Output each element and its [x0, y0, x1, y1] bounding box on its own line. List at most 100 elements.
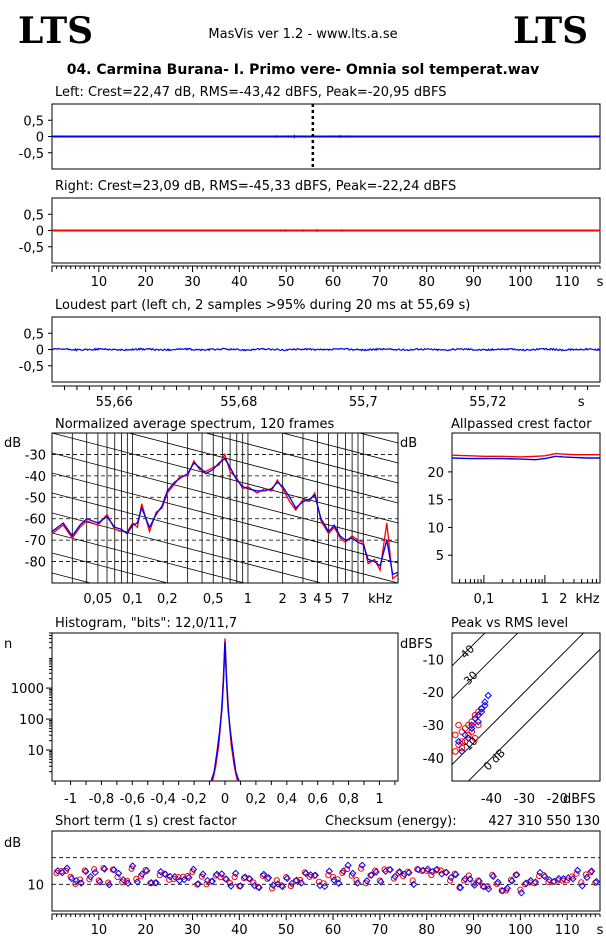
short-term-right-point: [465, 872, 472, 879]
short-term-left-point: [423, 865, 432, 873]
short-term-left-point: [157, 868, 165, 876]
short-term-left-point: [283, 874, 291, 883]
short-term-crest-title: Short term (1 s) crest factor: [55, 814, 237, 829]
short-term-right-point: [203, 881, 210, 888]
histogram-xtick-label: 0,6: [307, 792, 328, 807]
short-term-right-point: [362, 880, 369, 887]
spectrum-xtick-label: 7: [341, 592, 349, 607]
right-waveform-title: Right: Crest=23,09 dB, RMS=-45,33 dBFS, …: [55, 179, 456, 194]
peak-rms-right-point: [465, 721, 472, 729]
spectrum-xtick-label: 5: [324, 592, 332, 607]
spectrum-slope-line: [52, 552, 169, 583]
short-term-left-point: [208, 877, 216, 885]
short-term-xtick-label: 10: [91, 923, 108, 938]
peak-rms-left-point: [468, 724, 476, 733]
histogram-xtick-label: 0,2: [246, 792, 267, 807]
peak-rms-right-point: [455, 741, 462, 749]
short-term-left-point: [363, 877, 371, 885]
short-term-left-point: [503, 884, 512, 892]
short-term-left-point: [480, 883, 488, 891]
peak-rms-right-point: [458, 744, 466, 752]
short-term-left-point: [494, 878, 502, 886]
short-term-right-point: [409, 877, 416, 884]
short-term-right-point: [447, 877, 454, 884]
short-term-left-point: [316, 881, 324, 890]
short-term-left-point: [302, 869, 310, 878]
short-term-left-point: [405, 869, 413, 877]
histogram-xtick-label: -0,4: [151, 792, 176, 807]
short-term-left-point: [592, 877, 601, 886]
short-term-left-point: [227, 882, 235, 890]
short-term-xtick-label: 110: [555, 923, 580, 938]
short-term-left-point: [452, 870, 460, 879]
allpassed-crest-title: Allpassed crest factor: [451, 417, 592, 432]
short-term-left-point: [152, 878, 160, 887]
short-term-right-point: [573, 870, 580, 877]
short-term-left-point: [391, 872, 399, 881]
histogram-ytick-label: 10: [27, 744, 44, 759]
spectrum-xtick-label: 0,5: [203, 592, 224, 607]
spectrum-slope-line: [52, 532, 246, 583]
peak-rms-right-point: [461, 738, 469, 745]
peak-rms-ytick-label: -10: [423, 653, 444, 668]
short-term-left-point: [260, 870, 268, 879]
peak-rms-right-point: [471, 711, 479, 719]
spectrum-title: Normalized average spectrum, 120 frames: [55, 417, 334, 432]
short-term-left-point: [110, 866, 118, 874]
peak-rms-left-point: [458, 747, 466, 756]
peak-rms-xlabel: dBFS: [563, 792, 596, 807]
peak-rms-ytick-label: -20: [423, 686, 444, 701]
loudest-part-ytick-label: -0,5: [19, 360, 44, 375]
histogram-ytick-label: 100: [19, 713, 44, 728]
loudest-part-xtick-label: 55,66: [96, 395, 133, 410]
short-term-right-point: [358, 865, 365, 872]
allpassed-right-line: [451, 452, 600, 458]
peak-rms-right-point: [468, 718, 476, 726]
peak-rms-xtick-label: -20: [547, 792, 568, 807]
peak-rms-right-point: [465, 731, 472, 739]
peak-rms-left-point: [454, 737, 463, 746]
short-term-right-point: [428, 871, 435, 879]
short-term-left-point: [86, 873, 95, 881]
short-term-left-point: [100, 865, 109, 873]
short-term-left-point: [82, 867, 90, 876]
short-term-left-point: [386, 865, 394, 874]
short-term-left-point: [335, 879, 343, 887]
short-term-left-point: [297, 879, 305, 887]
right-waveform-xtick-label: 100: [508, 275, 533, 290]
short-term-left-point: [531, 878, 540, 886]
short-term-left-point: [512, 871, 521, 879]
spectrum-xtick-label: 0,05: [83, 592, 112, 607]
histogram-xtick-label: 0: [221, 792, 229, 807]
short-term-right-point: [484, 883, 491, 890]
short-term-left-point: [484, 885, 493, 893]
short-term-left-point: [349, 869, 357, 878]
short-term-xtick-label: 100: [508, 923, 533, 938]
short-term-left-point: [222, 875, 231, 883]
short-term-xtick-label: 30: [184, 923, 201, 938]
short-term-left-point: [442, 868, 451, 877]
app-title: MasVis ver 1.2 - www.lts.a.se: [208, 27, 397, 42]
short-term-left-point: [569, 875, 577, 883]
peak-rms-diagonal: [467, 648, 600, 781]
short-term-right-point: [226, 880, 234, 887]
peak-rms-xtick-label: -30: [514, 792, 535, 807]
short-term-xtick-label: 20: [137, 923, 154, 938]
loudest-part-xtick-label: 55,7: [349, 395, 378, 410]
short-term-left-point: [255, 883, 263, 892]
short-term-left-point: [339, 867, 348, 875]
allpassed-ytick-label: 10: [427, 521, 444, 536]
spectrum-slope-line: [52, 653, 398, 743]
short-term-left-point: [114, 869, 123, 878]
short-term-left-point: [550, 877, 558, 886]
peak-rms-left-point: [477, 708, 486, 716]
short-term-xtick-label: 80: [418, 923, 435, 938]
short-term-right-point: [517, 886, 524, 893]
spectrum-slope-line: [52, 193, 398, 283]
right-waveform-ytick-label: -0,5: [19, 241, 44, 256]
short-term-left-point: [246, 875, 254, 883]
spectrum-ytick-label: -40: [25, 470, 46, 485]
short-term-left-point: [138, 870, 146, 878]
file-title: 04. Carmina Burana- I. Primo vere- Omnia…: [67, 62, 540, 78]
peak-rms-right-point: [452, 731, 459, 739]
